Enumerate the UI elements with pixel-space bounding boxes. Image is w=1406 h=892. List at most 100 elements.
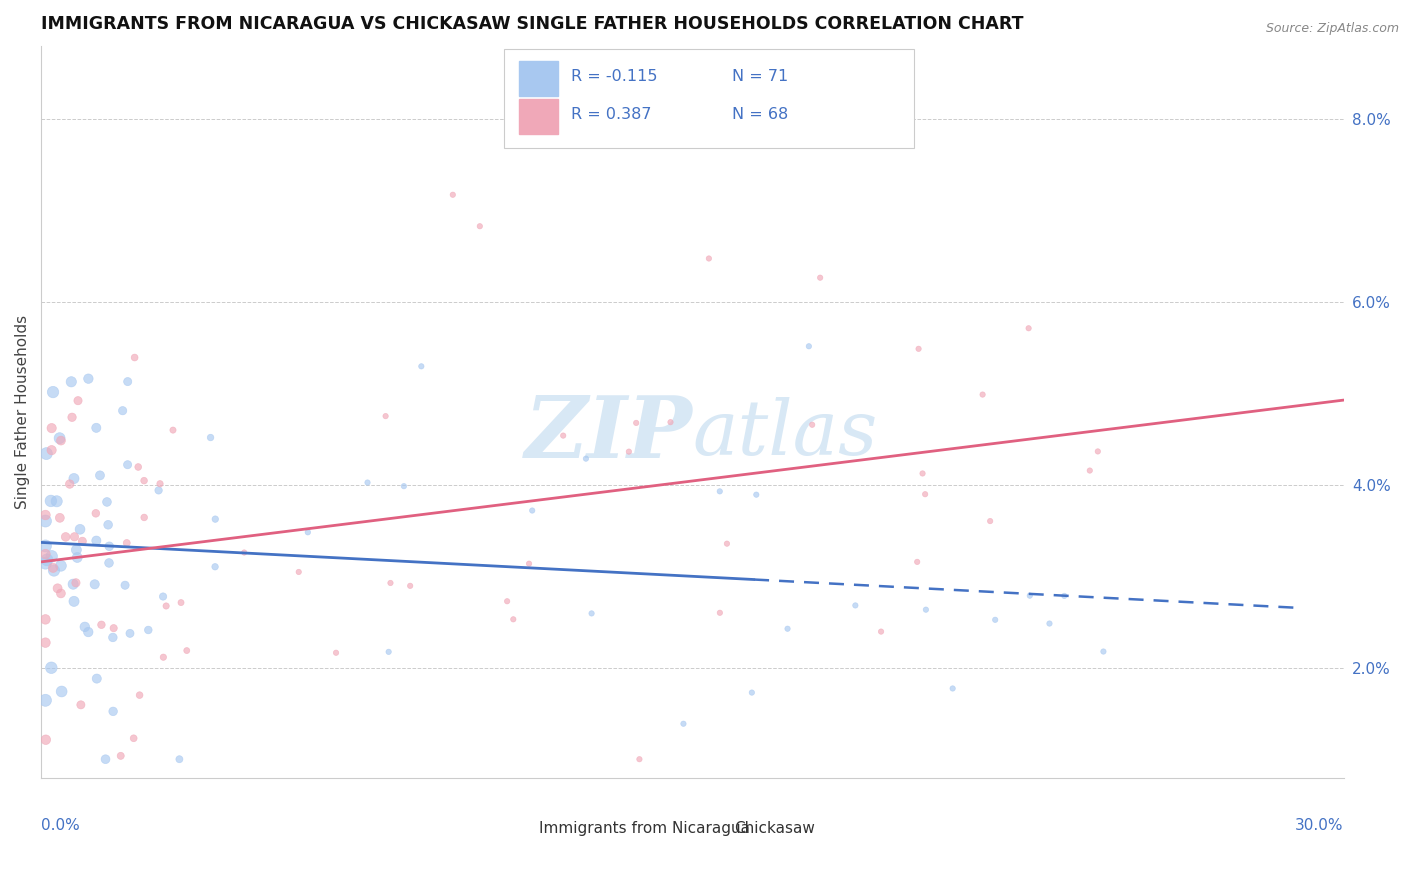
Point bbox=[128, 688, 150, 702]
Point bbox=[1053, 589, 1076, 603]
Point bbox=[103, 621, 125, 635]
Point bbox=[117, 458, 139, 472]
Point bbox=[517, 557, 540, 571]
Point bbox=[1018, 321, 1040, 335]
Point bbox=[907, 342, 929, 356]
Point bbox=[808, 270, 831, 285]
Point bbox=[617, 444, 640, 458]
Text: ZIP: ZIP bbox=[524, 392, 692, 475]
Text: Immigrants from Nicaragua: Immigrants from Nicaragua bbox=[538, 821, 749, 836]
Point bbox=[411, 359, 433, 374]
FancyBboxPatch shape bbox=[503, 49, 914, 148]
Point bbox=[77, 625, 100, 640]
Text: 0.0%: 0.0% bbox=[41, 818, 80, 833]
Point bbox=[914, 487, 936, 501]
Point bbox=[39, 494, 62, 508]
Point bbox=[1087, 444, 1109, 458]
Point bbox=[45, 494, 67, 508]
Point bbox=[979, 514, 1001, 528]
Point bbox=[496, 594, 519, 608]
Point bbox=[468, 219, 491, 234]
Point bbox=[152, 590, 174, 604]
Point bbox=[35, 732, 58, 747]
Point bbox=[111, 403, 134, 417]
Point bbox=[55, 530, 77, 544]
Point bbox=[200, 431, 222, 445]
Point bbox=[34, 514, 56, 528]
Point bbox=[136, 623, 159, 637]
Point bbox=[86, 672, 108, 686]
Point bbox=[73, 620, 96, 634]
Point bbox=[122, 731, 145, 746]
Point bbox=[49, 586, 72, 600]
Point bbox=[117, 375, 139, 389]
Point bbox=[60, 375, 83, 389]
Point bbox=[41, 421, 63, 435]
Point bbox=[49, 434, 72, 448]
Point bbox=[204, 512, 226, 526]
Point bbox=[942, 681, 965, 696]
Point bbox=[98, 539, 121, 553]
Point bbox=[62, 577, 84, 591]
Point bbox=[399, 579, 422, 593]
Bar bbox=[519, 99, 558, 134]
Point bbox=[374, 409, 396, 423]
Point bbox=[127, 460, 149, 475]
Point bbox=[672, 716, 695, 731]
Point bbox=[83, 577, 105, 591]
Point bbox=[356, 475, 378, 490]
Point bbox=[1018, 589, 1040, 603]
Point bbox=[77, 372, 100, 386]
Point bbox=[905, 555, 928, 569]
Bar bbox=[699, 816, 728, 839]
Point bbox=[90, 617, 112, 632]
Point bbox=[86, 533, 108, 548]
Point bbox=[972, 387, 994, 401]
Point bbox=[522, 503, 544, 517]
Point bbox=[42, 564, 65, 578]
Point bbox=[149, 476, 172, 491]
Y-axis label: Single Father Households: Single Father Households bbox=[15, 315, 30, 508]
Point bbox=[59, 477, 82, 491]
Point bbox=[204, 559, 226, 574]
Point bbox=[65, 575, 87, 590]
Point bbox=[41, 661, 63, 675]
Point bbox=[659, 415, 682, 429]
Point bbox=[392, 479, 415, 493]
Point bbox=[1092, 644, 1115, 658]
Point bbox=[34, 508, 56, 522]
Point bbox=[98, 556, 121, 570]
Point bbox=[297, 525, 319, 540]
Point bbox=[34, 556, 56, 570]
Point bbox=[72, 534, 94, 549]
Point bbox=[1078, 464, 1101, 478]
Point bbox=[155, 599, 177, 613]
Point bbox=[169, 752, 191, 766]
Point bbox=[34, 635, 56, 649]
Point bbox=[63, 594, 86, 608]
Text: atlas: atlas bbox=[692, 397, 877, 471]
Point bbox=[66, 550, 89, 565]
Point bbox=[89, 468, 111, 483]
Point bbox=[41, 443, 63, 458]
Point bbox=[41, 549, 63, 564]
Point bbox=[101, 631, 124, 645]
Point bbox=[233, 545, 256, 559]
Point bbox=[911, 467, 934, 481]
Text: N = 68: N = 68 bbox=[731, 107, 787, 122]
Point bbox=[870, 624, 893, 639]
Point bbox=[42, 561, 65, 575]
Point bbox=[441, 187, 464, 202]
Point bbox=[745, 488, 768, 502]
Point bbox=[797, 339, 820, 353]
Point bbox=[49, 558, 72, 573]
Point bbox=[844, 599, 866, 613]
Bar bbox=[519, 61, 558, 96]
Point bbox=[34, 539, 56, 553]
Point bbox=[63, 471, 86, 485]
Point bbox=[84, 506, 107, 520]
Point bbox=[134, 510, 156, 524]
Point bbox=[69, 522, 91, 536]
Point bbox=[741, 685, 763, 699]
Bar bbox=[503, 816, 533, 839]
